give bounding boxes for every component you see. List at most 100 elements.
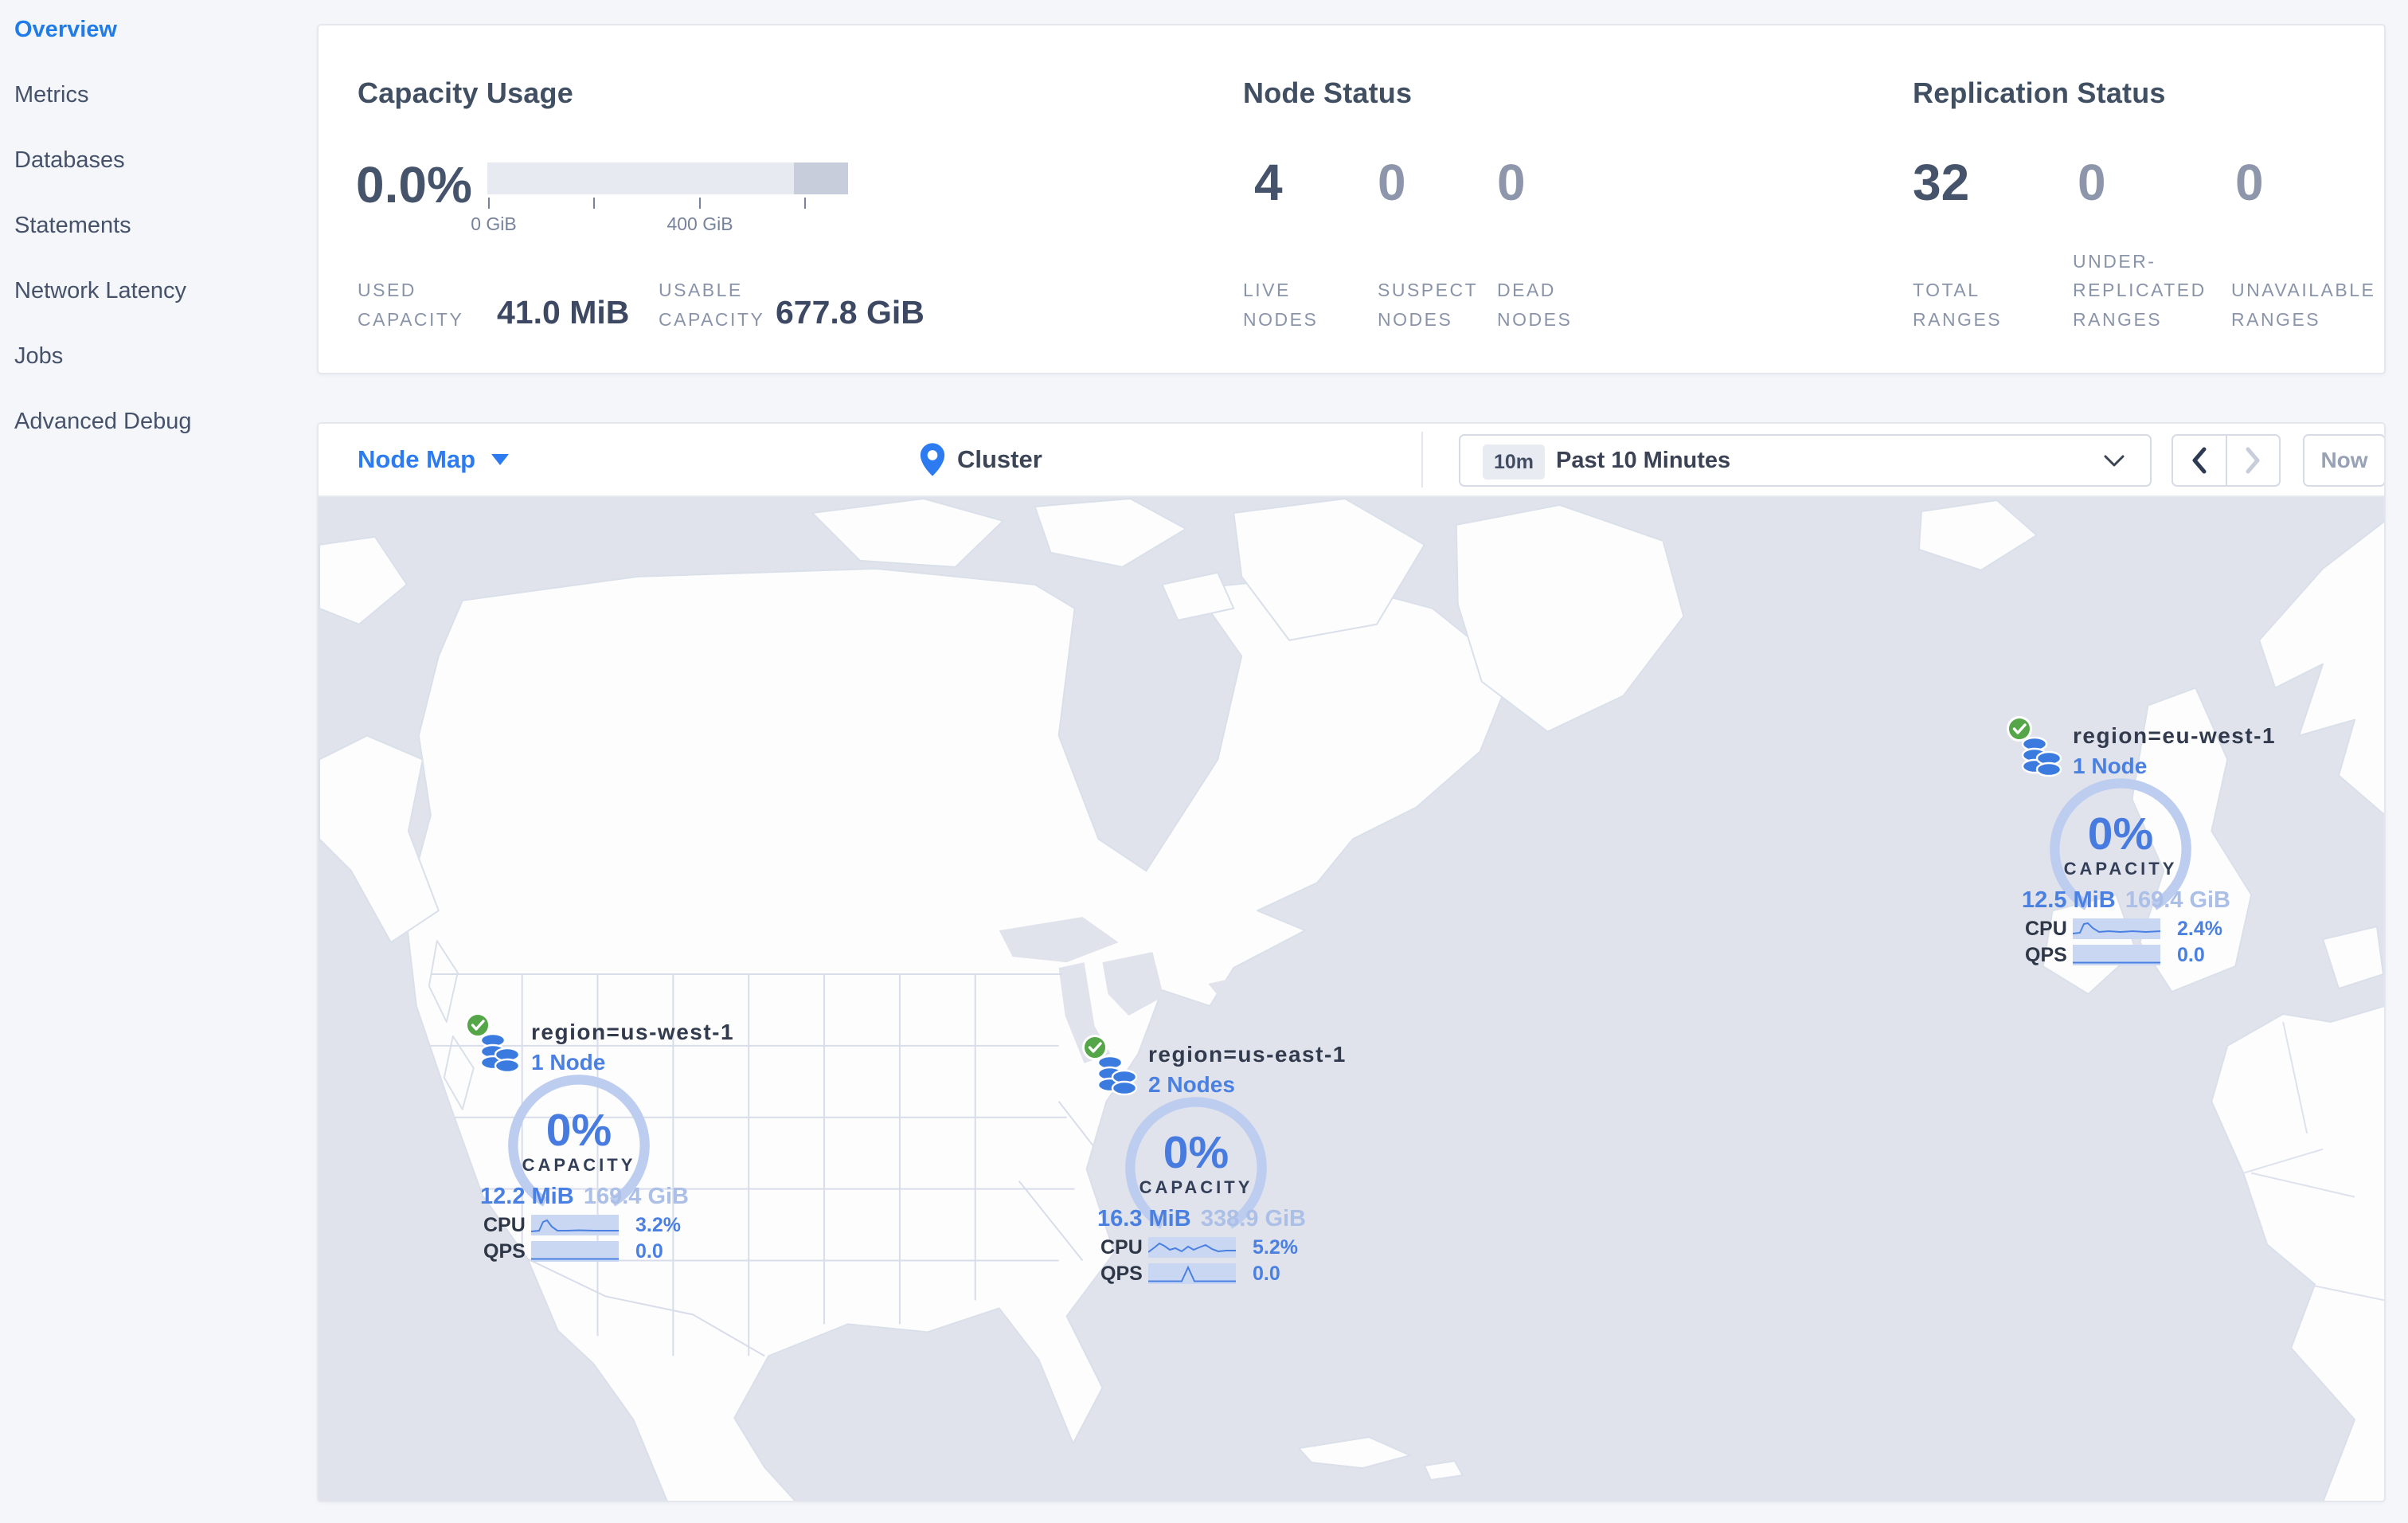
region-marker-eu-west-1: region=eu-west-1 1 Node 0% CAPACITY 12.5… (2007, 716, 2384, 978)
cpu-sparkline (531, 1215, 619, 1235)
region-name: region=us-west-1 (531, 1020, 735, 1044)
used-capacity-label: USED CAPACITY (358, 280, 464, 331)
gauge-percent: 0% (2087, 808, 2154, 859)
capacity-axis-label-400: 400 GiB (666, 213, 733, 234)
capacity-usage-title: Capacity Usage (358, 76, 573, 109)
gauge-percent: 0% (1163, 1127, 1229, 1178)
region-name: region=us-east-1 (1148, 1042, 1347, 1067)
database-icon (479, 1032, 521, 1074)
sidebar-item-databases[interactable]: Databases (14, 147, 125, 173)
chevron-left-icon (2192, 447, 2207, 474)
capacity-axis-ticks (487, 198, 848, 210)
capacity-gauge (1125, 1097, 1267, 1229)
map-toolbar: Node Map Cluster 10m Past 10 Minutes (319, 424, 2384, 497)
region-node-count-link[interactable]: 1 Node (531, 1050, 606, 1075)
chevron-down-icon (2104, 455, 2125, 467)
cpu-value: 5.2% (1253, 1236, 1298, 1259)
cluster-summary-card: Capacity Usage 0.0% 0 GiB 400 GiB USED C… (317, 24, 2386, 374)
time-back-button[interactable] (2173, 436, 2227, 485)
sidebar-item-advanced-debug[interactable]: Advanced Debug (14, 409, 192, 434)
gauge-percent: 0% (545, 1105, 612, 1156)
capacity-gauge (2050, 778, 2191, 910)
sidebar-item-network-latency[interactable]: Network Latency (14, 278, 186, 303)
sidebar: Overview Metrics Databases Statements Ne… (0, 0, 317, 1523)
live-nodes-value: 4 (1254, 154, 1283, 211)
capacity-used-value: 12.5 MiB (2022, 887, 2116, 913)
view-mode-dropdown[interactable]: Node Map (358, 424, 510, 495)
capacity-usage-percent: 0.0% (356, 156, 472, 213)
capacity-total-value: 338.9 GiB (1200, 1206, 1306, 1231)
live-nodes-label: LIVE NODES (1243, 280, 1319, 331)
cpu-sparkline (1148, 1237, 1236, 1258)
total-ranges-label: TOTAL RANGES (1913, 280, 2003, 331)
usable-capacity-label: USABLE CAPACITY (659, 280, 765, 331)
node-status-title: Node Status (1243, 76, 1413, 109)
dead-nodes-value: 0 (1497, 154, 1526, 211)
time-preset-badge: 10m (1483, 444, 1546, 480)
qps-sparkline (1148, 1263, 1236, 1284)
qps-label: QPS (1100, 1263, 1143, 1285)
database-icon (1096, 1055, 1138, 1096)
region-marker-us-east-1: region=us-east-1 2 Nodes 0% CAPACITY 16.… (1082, 1035, 1465, 1297)
toolbar-divider (1421, 432, 1423, 487)
map-pin-icon (920, 443, 945, 476)
sidebar-item-overview[interactable]: Overview (14, 17, 117, 42)
node-map-card: Node Map Cluster 10m Past 10 Minutes (317, 422, 2386, 1502)
healthy-check-icon (465, 1012, 491, 1038)
dead-nodes-label: DEAD NODES (1497, 280, 1573, 331)
under-replicated-ranges-label: UNDER-REPLICATED RANGES (2073, 250, 2207, 331)
unavailable-ranges-label: UNAVAILABLE RANGES (2231, 280, 2376, 331)
qps-value: 0.0 (1253, 1263, 1280, 1285)
cpu-sparkline (2073, 918, 2160, 939)
under-replicated-ranges-value: 0 (2078, 154, 2106, 211)
time-forward-button[interactable] (2227, 436, 2280, 485)
healthy-check-icon (2007, 716, 2032, 742)
qps-value: 0.0 (2177, 944, 2205, 966)
cpu-value: 2.4% (2177, 918, 2222, 940)
region-name: region=eu-west-1 (2073, 723, 2277, 748)
capacity-bar-reserved-segment (794, 162, 848, 194)
cpu-label: CPU (2025, 918, 2067, 940)
sidebar-item-statements[interactable]: Statements (14, 213, 131, 238)
capacity-usage-bar: 0 GiB 400 GiB (471, 162, 848, 234)
now-button[interactable]: Now (2303, 434, 2384, 487)
time-range-dropdown[interactable]: 10m Past 10 Minutes (1459, 434, 2152, 487)
capacity-gauge (508, 1075, 650, 1207)
suspect-nodes-value: 0 (1378, 154, 1406, 211)
capacity-axis-label-0: 0 GiB (471, 213, 517, 234)
usable-capacity-value: 677.8 GiB (776, 294, 924, 331)
node-map: region=us-west-1 1 Node 0% CAPACITY 12.2… (319, 497, 2384, 1501)
total-ranges-value: 32 (1913, 154, 1970, 211)
sidebar-item-metrics[interactable]: Metrics (14, 82, 89, 108)
qps-label: QPS (483, 1240, 526, 1263)
gauge-capacity-label: CAPACITY (2063, 859, 2178, 879)
cpu-label: CPU (1100, 1236, 1143, 1259)
used-capacity-value: 41.0 MiB (497, 294, 630, 331)
world-map (319, 497, 2384, 1501)
time-range-value: Past 10 Minutes (1556, 448, 1731, 473)
capacity-total-value: 169.4 GiB (2125, 887, 2230, 913)
gauge-capacity-label: CAPACITY (1139, 1177, 1253, 1197)
qps-label: QPS (2025, 944, 2067, 966)
capacity-used-value: 16.3 MiB (1097, 1206, 1191, 1231)
qps-sparkline (2073, 945, 2160, 965)
time-pager (2172, 434, 2281, 487)
region-node-count-link[interactable]: 2 Nodes (1148, 1072, 1235, 1097)
database-icon (2021, 736, 2062, 777)
suspect-nodes-label: SUSPECT NODES (1378, 280, 1478, 331)
region-marker-us-west-1: region=us-west-1 1 Node 0% CAPACITY 12.2… (465, 1012, 848, 1274)
chevron-right-icon (2246, 447, 2260, 474)
qps-value: 0.0 (635, 1240, 663, 1263)
replication-status-title: Replication Status (1913, 76, 2166, 109)
breadcrumb[interactable]: Cluster (919, 424, 1042, 495)
healthy-check-icon (1082, 1035, 1108, 1060)
caret-down-icon (491, 454, 510, 465)
qps-sparkline (531, 1241, 619, 1262)
breadcrumb-label: Cluster (957, 445, 1042, 473)
region-node-count-link[interactable]: 1 Node (2073, 754, 2148, 778)
gauge-capacity-label: CAPACITY (522, 1155, 636, 1175)
unavailable-ranges-value: 0 (2235, 154, 2264, 211)
cpu-value: 3.2% (635, 1214, 681, 1236)
cpu-label: CPU (483, 1214, 526, 1236)
sidebar-item-jobs[interactable]: Jobs (14, 343, 64, 369)
